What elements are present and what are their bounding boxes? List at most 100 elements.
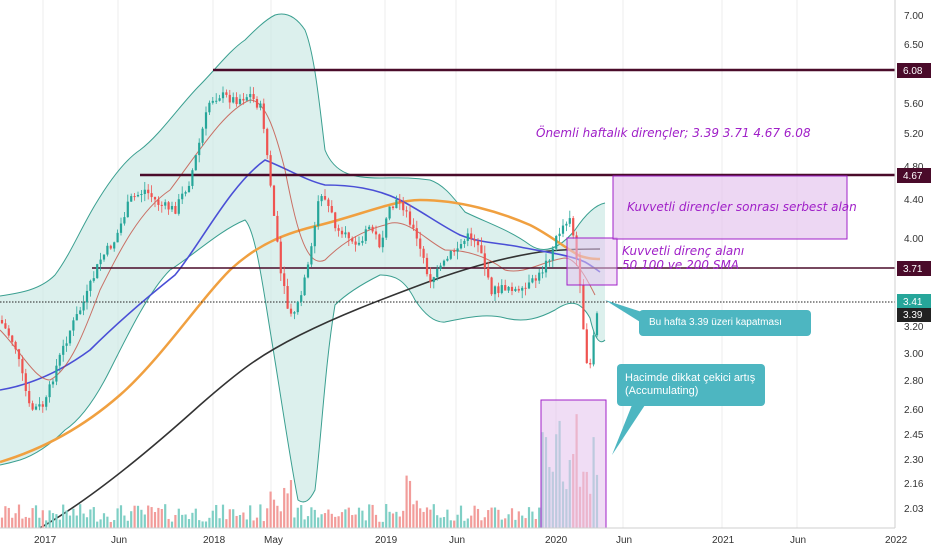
candle-body bbox=[470, 233, 473, 240]
y-tick: 6.50 bbox=[904, 40, 924, 51]
y-tick: 2.30 bbox=[904, 455, 924, 466]
volume-bar bbox=[102, 513, 106, 528]
volume-bar bbox=[191, 512, 194, 528]
volume-bar bbox=[68, 515, 72, 528]
volume-bar bbox=[14, 513, 17, 528]
volume-callout-line2: (Accumulating) bbox=[625, 385, 699, 397]
volume-bar bbox=[96, 521, 99, 528]
volume-bar bbox=[170, 521, 174, 528]
volume-bar bbox=[72, 508, 75, 528]
candle-body bbox=[497, 286, 500, 294]
volume-bar bbox=[300, 505, 303, 528]
volume-bar bbox=[313, 509, 316, 528]
volume-bar bbox=[242, 512, 245, 528]
volume-bar bbox=[11, 517, 14, 528]
volume-bar bbox=[4, 506, 7, 528]
candle-body bbox=[334, 212, 337, 229]
candle-body bbox=[266, 128, 269, 156]
volume-bar bbox=[334, 516, 337, 528]
candle-body bbox=[531, 278, 534, 283]
candle-body bbox=[272, 185, 276, 216]
candle-body bbox=[31, 403, 34, 410]
candle-body bbox=[82, 302, 85, 311]
candle-body bbox=[466, 233, 469, 241]
volume-bar bbox=[82, 513, 85, 528]
volume-bar bbox=[283, 487, 286, 528]
bollinger-lower-line bbox=[0, 219, 606, 503]
candle-body bbox=[453, 250, 456, 252]
x-tick: 2018 bbox=[203, 535, 226, 546]
candle-body bbox=[235, 97, 238, 105]
volume-bar bbox=[89, 509, 92, 528]
candle-body bbox=[429, 274, 432, 283]
candle-body bbox=[371, 226, 374, 232]
x-tick: 2019 bbox=[375, 535, 398, 546]
volume-bar bbox=[415, 500, 418, 528]
volume-bar bbox=[252, 520, 255, 528]
volume-bar bbox=[459, 505, 463, 528]
volume-bar bbox=[340, 512, 344, 528]
volume-bar bbox=[347, 507, 350, 528]
candle-body bbox=[48, 384, 51, 398]
volume-bar bbox=[476, 508, 480, 528]
x-tick: 2017 bbox=[34, 535, 57, 546]
candle-body bbox=[374, 231, 378, 235]
candle-body bbox=[279, 241, 282, 274]
candle-body bbox=[480, 245, 483, 254]
volume-bar bbox=[221, 504, 225, 528]
candle-body bbox=[313, 226, 316, 247]
y-tick: 2.03 bbox=[904, 504, 924, 515]
candle-body bbox=[238, 98, 242, 105]
volume-bar bbox=[456, 514, 459, 528]
candle-body bbox=[419, 238, 422, 249]
volume-bar bbox=[272, 499, 276, 528]
candle-body bbox=[368, 226, 371, 230]
candle-body bbox=[75, 314, 78, 321]
volume-bar bbox=[527, 507, 531, 528]
volume-bar bbox=[119, 505, 123, 528]
badge-6-08 bbox=[897, 63, 931, 78]
volume-bar bbox=[0, 517, 4, 528]
candle-body bbox=[126, 201, 129, 218]
badge-6-08-text: 6.08 bbox=[903, 66, 923, 77]
candle-body bbox=[432, 277, 435, 283]
y-tick: 4.80 bbox=[904, 162, 924, 173]
volume-bar bbox=[405, 475, 408, 528]
candle-body bbox=[218, 98, 221, 101]
candle-body bbox=[283, 273, 286, 287]
candle-body bbox=[361, 240, 364, 243]
volume-bar bbox=[259, 504, 262, 528]
x-tick: May bbox=[264, 535, 283, 546]
volume-bar bbox=[28, 517, 31, 528]
candle-body bbox=[184, 192, 187, 194]
candle-body bbox=[395, 199, 398, 209]
volume-bar bbox=[510, 508, 514, 528]
candle-body bbox=[541, 272, 544, 274]
candle-body bbox=[456, 248, 459, 252]
volume-bar bbox=[402, 510, 405, 528]
sma-20-line bbox=[0, 99, 596, 381]
volume-bar bbox=[463, 520, 466, 528]
badge-4-67-text: 4.67 bbox=[903, 171, 923, 182]
candle-body bbox=[364, 229, 367, 241]
sma-200-line bbox=[39, 248, 601, 529]
candle-body bbox=[323, 196, 327, 200]
candle-body bbox=[150, 193, 153, 198]
volume-bar bbox=[113, 520, 116, 528]
volume-bar bbox=[143, 514, 146, 528]
volume-bar bbox=[419, 508, 422, 528]
volume-bar bbox=[194, 508, 197, 528]
candle-body bbox=[41, 404, 44, 407]
candle-body bbox=[493, 286, 497, 295]
volume-bar bbox=[181, 514, 184, 528]
badge-3-71 bbox=[897, 261, 931, 276]
x-tick: Jun bbox=[616, 535, 632, 546]
volume-bar bbox=[296, 507, 299, 528]
candle-body bbox=[262, 103, 265, 129]
candle-body bbox=[269, 155, 272, 186]
x-tick: Jun bbox=[790, 535, 806, 546]
candle-body bbox=[398, 199, 401, 203]
weekly-close-pointer bbox=[605, 300, 645, 325]
candle-body bbox=[548, 260, 551, 262]
volume-bar bbox=[432, 504, 435, 528]
